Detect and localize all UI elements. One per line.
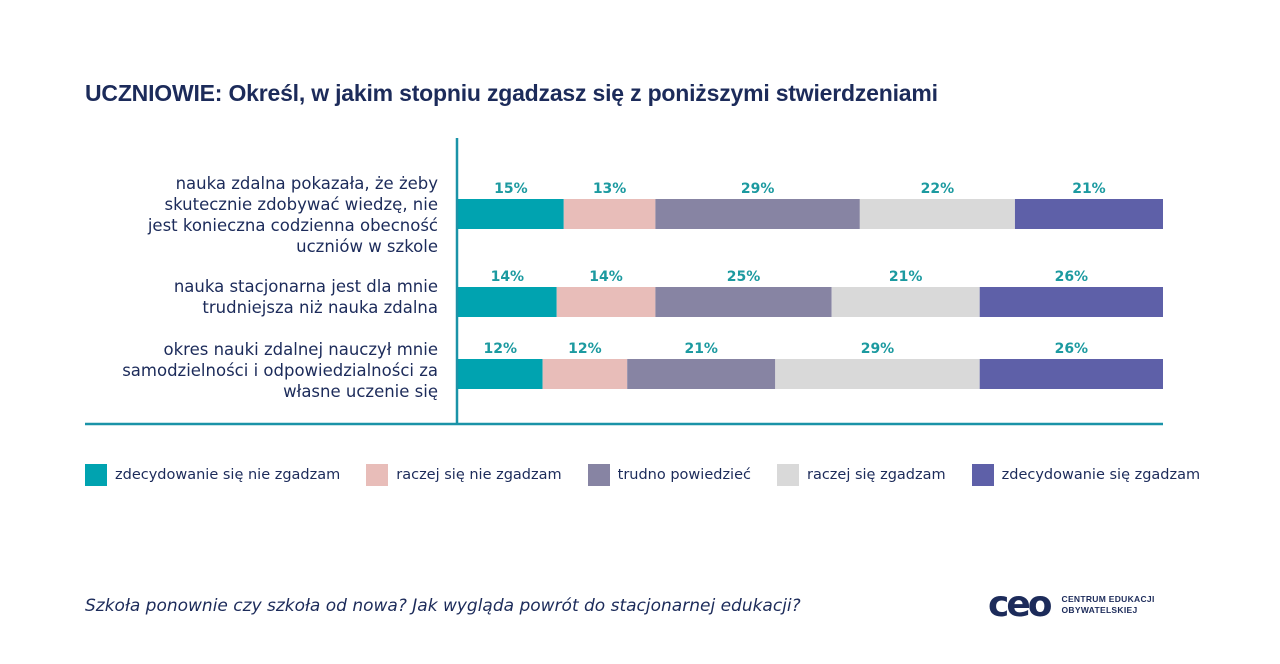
value-label-1-5: 21% [1072, 181, 1106, 197]
legend-label: trudno powiedzieć [617, 467, 751, 483]
value-label-1-3: 29% [741, 181, 775, 197]
bar-segment-1-2 [563, 199, 656, 229]
ceo-logo-line2: OBYWATELSKIEJ [1061, 605, 1138, 615]
value-label-3-2: 12% [568, 341, 602, 357]
legend-swatch [776, 464, 799, 486]
bar-segment-1-5 [1014, 199, 1163, 229]
value-label-3-5: 26% [1055, 341, 1089, 357]
legend-item-3: trudno powiedzieć [587, 464, 751, 486]
category-label-line: nauka zdalna pokazała, że żeby [175, 174, 438, 193]
value-label-3-4: 29% [861, 341, 895, 357]
value-label-3-1: 12% [484, 341, 518, 357]
value-label-3-3: 21% [684, 341, 718, 357]
category-label-line: skutecznie zdobywać wiedzę, nie [164, 195, 438, 214]
value-label-2-1: 14% [491, 269, 525, 285]
bar-segment-3-3 [627, 359, 776, 389]
value-label-2-5: 26% [1055, 269, 1089, 285]
legend-item-1: zdecydowanie się nie zgadzam [85, 464, 340, 486]
bar-segment-1-1 [458, 199, 564, 229]
category-label-line: trudniejsza niż nauka zdalna [202, 298, 438, 317]
bar-segment-2-3 [655, 287, 832, 317]
footer-caption: Szkoła ponownie czy szkoła od nowa? Jak … [85, 596, 801, 616]
category-label-2: nauka stacjonarna jest dla mnie trudniejs… [174, 276, 438, 318]
bar-segment-2-4 [831, 287, 980, 317]
legend: zdecydowanie się nie zgadzam raczej się n… [85, 464, 1226, 486]
category-label-line: okres nauki zdalnej nauczył mnie [163, 339, 438, 359]
legend-label: zdecydowanie się nie zgadzam [115, 467, 341, 483]
ceo-logo-text: CENTRUM EDUKACJI OBYWATELSKIEJ [1062, 594, 1155, 616]
bar-segment-3-4 [775, 359, 980, 389]
bar-segment-1-4 [859, 199, 1015, 229]
value-label-2-4: 21% [889, 269, 923, 285]
legend-swatch [971, 464, 994, 486]
category-label-line: nauka stacjonarna jest dla mnie [173, 277, 438, 296]
legend-label: raczej się zgadzam [806, 467, 946, 483]
value-labels-layer: 15% 13% 29% 22% 21% 14% 14% 25% 21% 26% 12% 12% 21% 2… [484, 181, 1106, 357]
legend-item-4: raczej się zgadzam [776, 464, 946, 486]
ceo-logo: ceo CENTRUM EDUKACJI OBYWATELSKIEJ [988, 584, 1155, 625]
legend-swatch [85, 464, 107, 486]
legend-item-5: zdecydowanie się zgadzam [971, 464, 1201, 486]
bar-segment-1-3 [655, 199, 860, 229]
value-label-2-2: 14% [589, 269, 623, 285]
bar-segment-3-2 [542, 359, 628, 389]
bar-segment-2-5 [979, 287, 1163, 317]
ceo-logo-mark: ceo [988, 584, 1052, 625]
legend-label: raczej się nie zgadzam [396, 467, 562, 483]
chart-title: UCZNIOWIE: Określ, w jakim stopniu zgadz… [85, 80, 938, 106]
ceo-logo-line1: CENTRUM EDUKACJI [1061, 594, 1155, 604]
category-label-line: samodzielności i odpowiedzialności za [122, 360, 438, 380]
value-label-1-2: 13% [593, 181, 627, 197]
bar-segment-3-1 [458, 359, 543, 389]
value-label-1-1: 15% [494, 181, 528, 197]
legend-swatch [366, 464, 389, 486]
legend-swatch [587, 464, 610, 486]
bars-layer [458, 199, 1163, 389]
bar-segment-2-1 [458, 287, 557, 317]
bar-segment-2-2 [556, 287, 656, 317]
category-label-3: okres nauki zdalnej nauczył mnie samodzie… [122, 339, 438, 402]
category-label-line: jest konieczna codzienna obecność [147, 216, 438, 235]
legend-label: zdecydowanie się zgadzam [1001, 467, 1201, 483]
value-label-2-3: 25% [727, 269, 761, 285]
category-label-line: własne uczenie się [283, 381, 438, 401]
category-label-1: nauka zdalna pokazała, że żeby skutecznie… [148, 173, 438, 257]
value-label-1-4: 22% [921, 181, 955, 197]
category-label-line: uczniów w szkole [296, 237, 438, 256]
legend-item-2: raczej się nie zgadzam [366, 464, 562, 486]
bar-segment-3-5 [979, 359, 1163, 389]
